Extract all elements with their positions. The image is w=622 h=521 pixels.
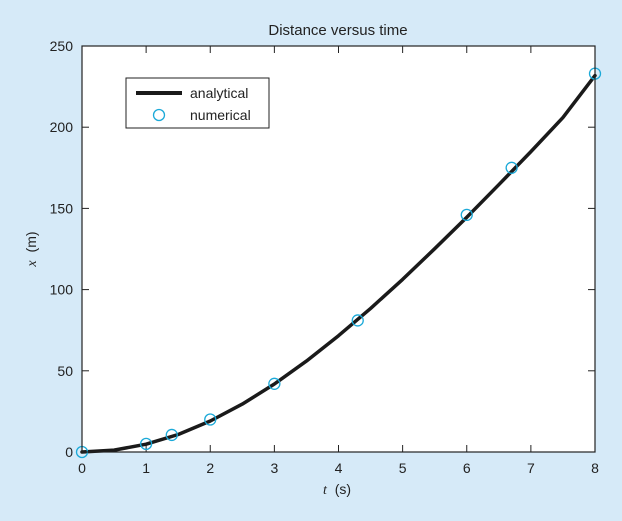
x-tick-label: 0 bbox=[78, 460, 86, 476]
data-point-numerical bbox=[351, 314, 364, 327]
data-point-numerical bbox=[165, 428, 178, 442]
y-tick-label: 200 bbox=[50, 119, 74, 135]
data-point-numerical bbox=[460, 208, 473, 222]
y-axis-ticks: 0 50 100 150 200 250 bbox=[50, 38, 595, 460]
series-layer bbox=[75, 67, 602, 459]
legend-box bbox=[125, 77, 270, 129]
x-tick-label: 6 bbox=[463, 460, 471, 476]
x-tick-label: 7 bbox=[527, 460, 535, 476]
y-axis-unit: (m) bbox=[23, 231, 39, 252]
y-tick-label: 50 bbox=[57, 363, 73, 379]
y-axis-variable: x bbox=[25, 260, 40, 268]
legend-label-numerical: numerical bbox=[190, 107, 251, 123]
y-axis-title: x (m) bbox=[23, 231, 40, 267]
data-point-numerical bbox=[139, 437, 153, 451]
x-axis-unit: (s) bbox=[335, 481, 351, 497]
x-axis-variable: t bbox=[323, 483, 328, 498]
y-tick-label: 150 bbox=[50, 200, 74, 216]
x-axis-title: t (s) bbox=[323, 481, 351, 498]
x-tick-label: 5 bbox=[399, 460, 407, 476]
y-tick-label: 0 bbox=[65, 444, 73, 460]
data-point-numerical bbox=[204, 413, 217, 426]
y-tick-label: 100 bbox=[50, 282, 74, 298]
x-tick-label: 8 bbox=[591, 460, 599, 476]
x-tick-label: 2 bbox=[206, 460, 214, 476]
legend-label-analytical: analytical bbox=[190, 85, 248, 101]
plot-frame bbox=[81, 45, 596, 453]
y-tick-label: 250 bbox=[50, 38, 74, 54]
data-point-numerical bbox=[505, 161, 518, 174]
legend: analytical numerical bbox=[125, 77, 270, 129]
legend-marker-swatch bbox=[152, 108, 166, 122]
chart-title: Distance versus time bbox=[268, 22, 407, 39]
x-tick-label: 4 bbox=[335, 460, 343, 476]
data-point-numerical bbox=[268, 377, 281, 390]
x-tick-label: 3 bbox=[270, 460, 278, 476]
x-tick-label: 1 bbox=[142, 460, 150, 476]
